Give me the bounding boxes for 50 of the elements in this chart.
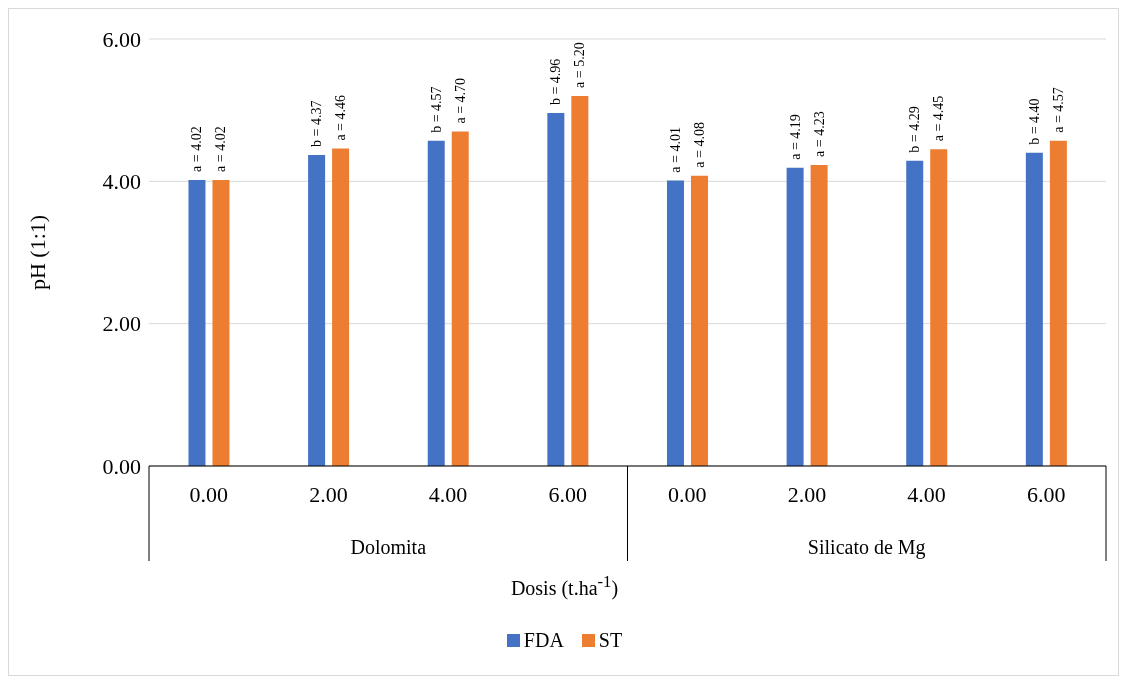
x-tick-label: 4.00 (428, 481, 468, 507)
y-tick-label: 2.00 (102, 311, 141, 337)
x-tick-label: 4.00 (907, 481, 946, 507)
bar (451, 131, 469, 466)
x-tick-label: 6.00 (548, 481, 587, 507)
data-label: b = 4.29 (907, 106, 923, 153)
bar (308, 155, 326, 466)
text: Dolomita (349, 536, 427, 559)
x-tick-label: 2.00 (787, 481, 827, 507)
bar (188, 179, 206, 466)
data-label: a = 4.02 (189, 126, 205, 172)
data-label: a = 4.02 (213, 126, 229, 172)
legend-label: FDA (522, 629, 564, 652)
data-label: a = 4.46 (333, 94, 349, 141)
data-label: a = 4.45 (931, 95, 947, 142)
bar (332, 148, 350, 466)
bar (930, 149, 948, 466)
text: Silicato de Mg (806, 536, 927, 559)
x-tick-label: 2.00 (309, 481, 348, 507)
data-label: a = 4.23 (811, 111, 827, 157)
y-axis-title: pH (1:1) (24, 214, 50, 291)
bar (547, 113, 565, 466)
x-axis-title: Dosis (t.ha$^{-1}$) (509, 572, 620, 600)
bar (906, 160, 924, 466)
y-tick-label: 4.00 (102, 169, 141, 195)
bar (690, 175, 708, 466)
bar (571, 95, 589, 466)
bar (786, 167, 804, 466)
bar (427, 140, 445, 466)
data-label: b = 4.40 (1026, 98, 1042, 145)
y-tick-label: 0.00 (102, 453, 141, 479)
data-label: a = 4.57 (1050, 87, 1066, 133)
data-label: a = 5.20 (572, 42, 588, 88)
data-label: b = 4.96 (548, 58, 564, 106)
x-tick-label: 0.00 (189, 481, 229, 507)
bar (666, 180, 684, 466)
x-tick-label: 6.00 (1026, 481, 1066, 507)
data-label: b = 4.57 (428, 86, 444, 133)
data-label: a = 4.01 (667, 127, 683, 173)
bar (810, 164, 828, 466)
y-tick-label: 6.00 (102, 26, 141, 52)
bar (1025, 152, 1043, 466)
data-label: a = 4.19 (787, 114, 803, 160)
bar (212, 179, 230, 466)
data-label: a = 4.70 (452, 77, 468, 124)
x-tick-label: 0.00 (668, 481, 707, 507)
bar (1049, 140, 1067, 466)
data-label: a = 4.08 (691, 122, 707, 168)
legend-label: ST (597, 629, 623, 652)
data-label: b = 4.37 (309, 100, 325, 147)
